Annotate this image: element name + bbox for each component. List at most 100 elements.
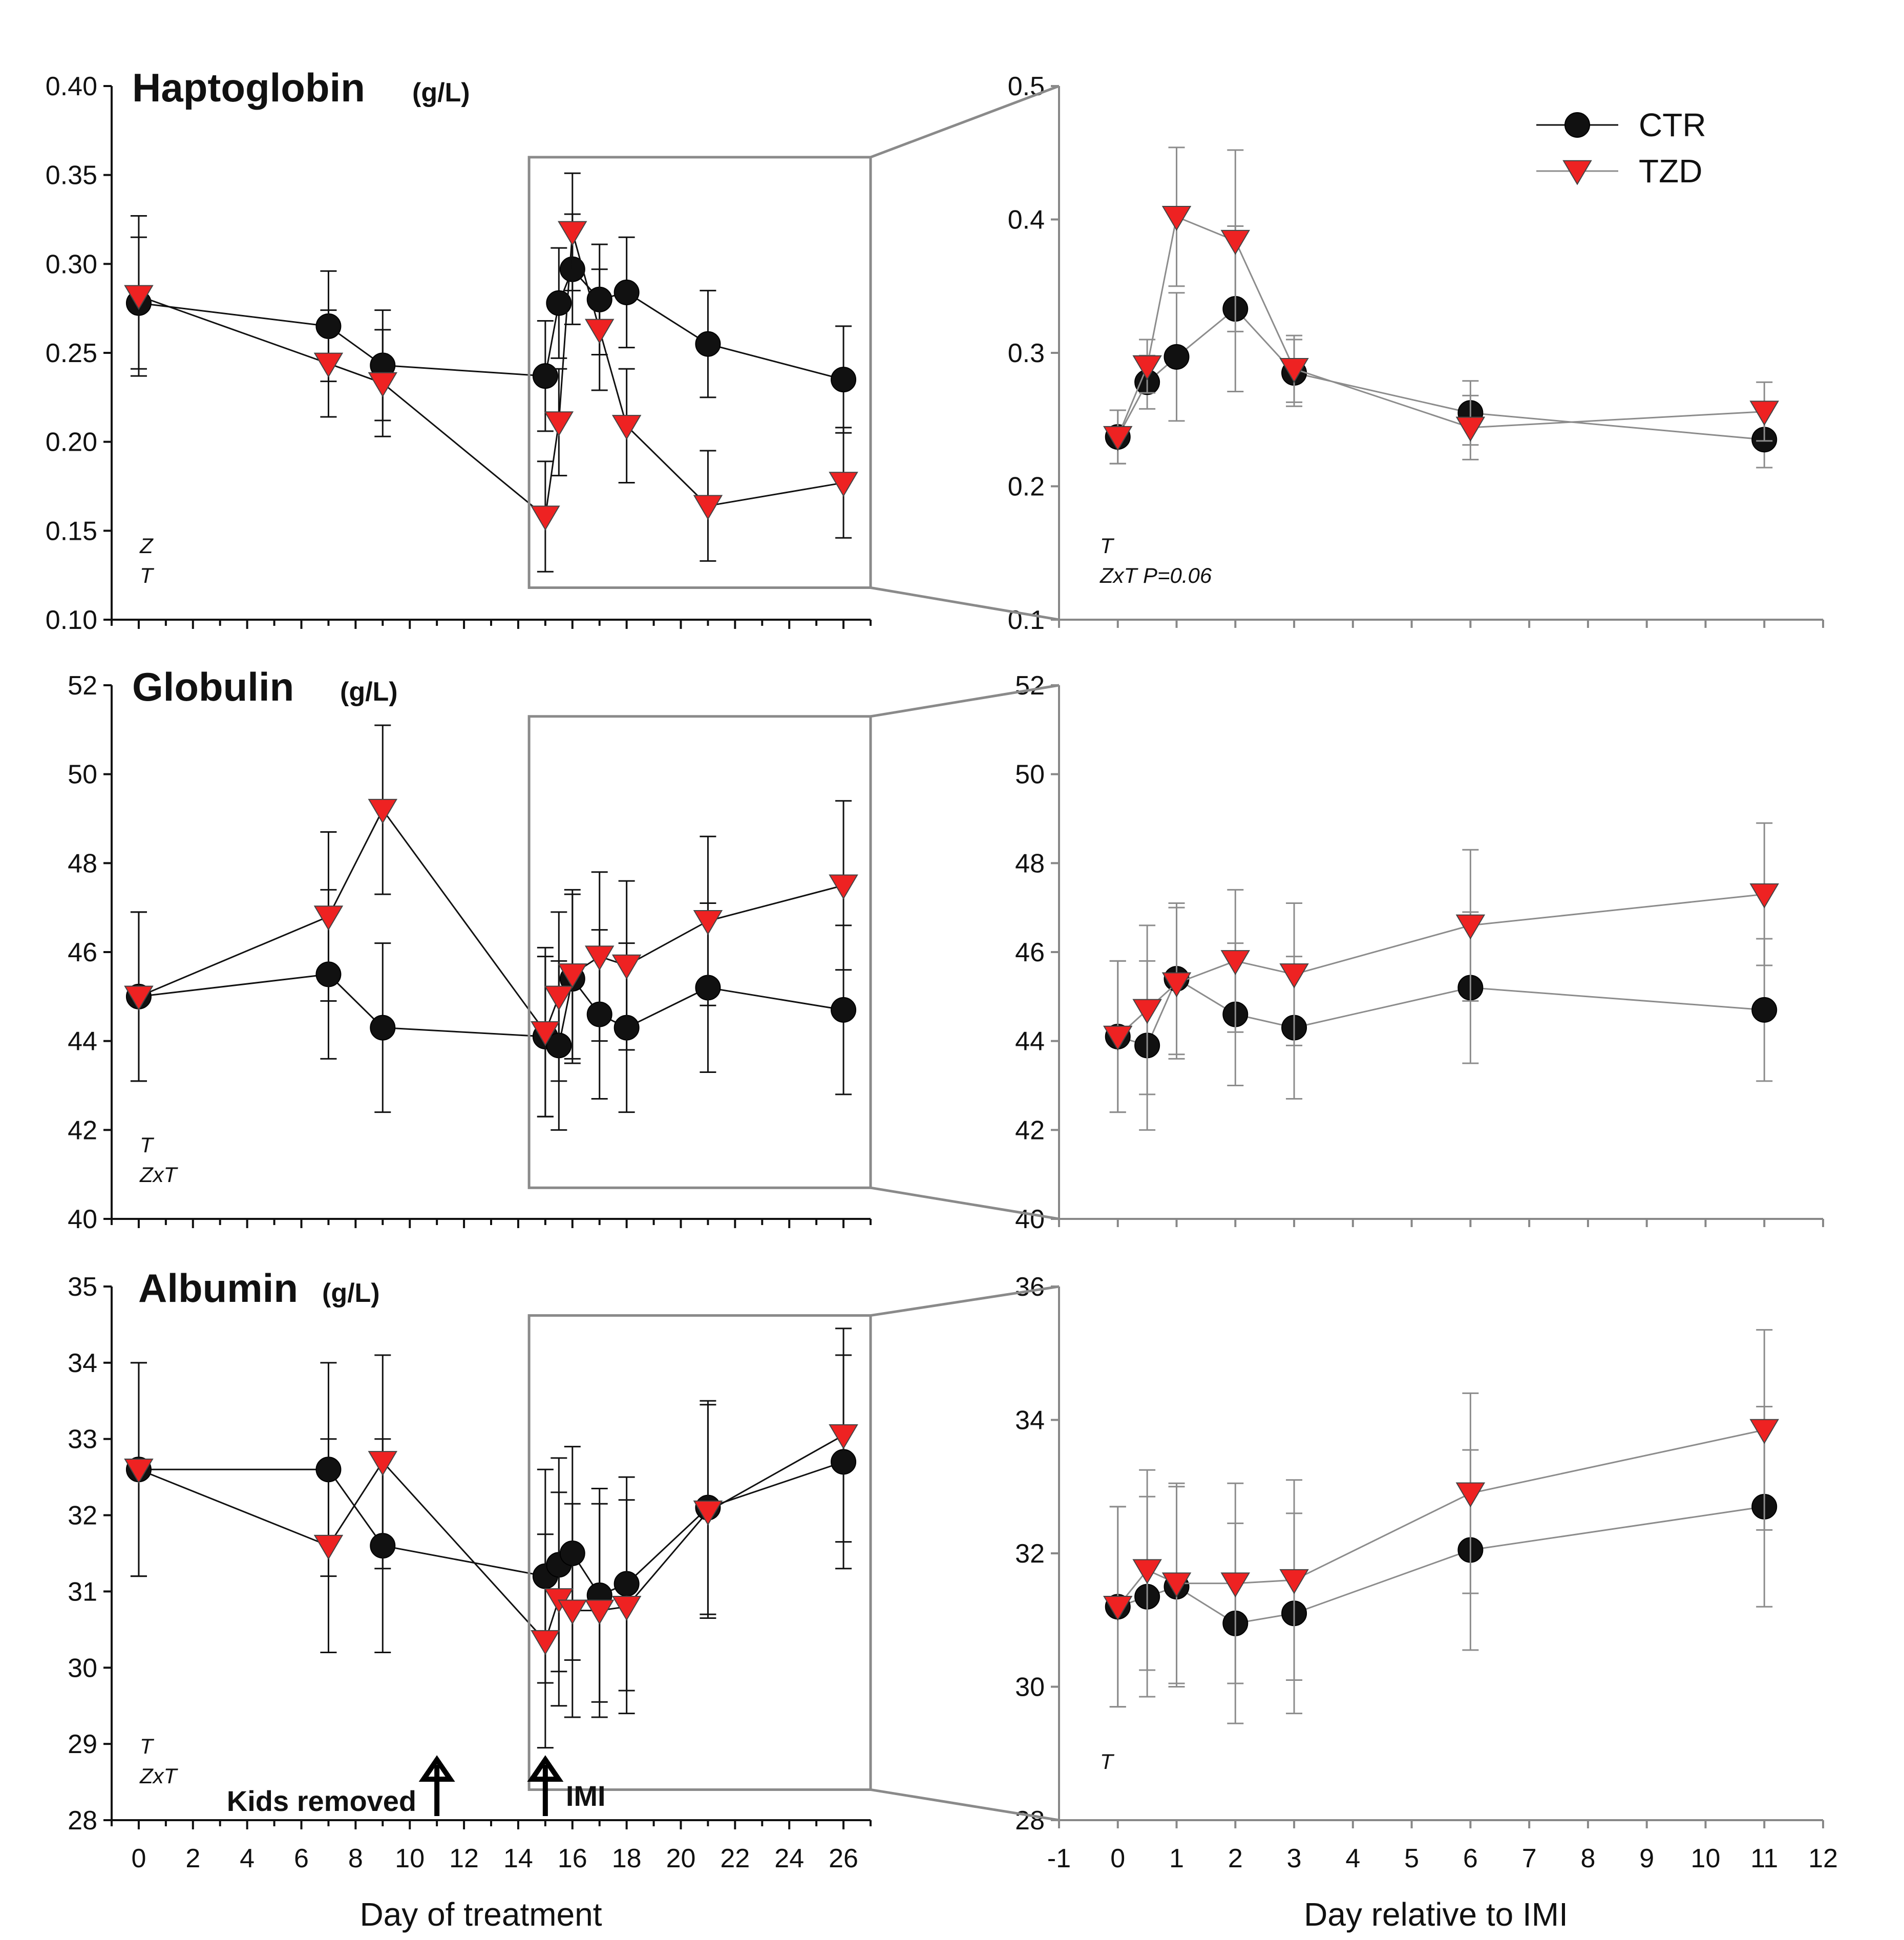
y-tick-label: 35 — [68, 1272, 97, 1302]
y-tick-label: 44 — [68, 1027, 97, 1057]
tzd-point — [1455, 1482, 1486, 1508]
ctr-point — [370, 1015, 396, 1041]
panel-title: Globulin — [132, 664, 294, 709]
ctr-series-line — [1117, 1506, 1765, 1625]
y-tick-label: 50 — [68, 760, 97, 790]
y-tick-label: 44 — [1015, 1027, 1045, 1057]
y-tick-label: 0.10 — [46, 605, 97, 635]
x-tick-label: 26 — [829, 1844, 858, 1873]
x-axis-title-right: Day relative to IMI — [1304, 1896, 1568, 1933]
significance-note: Z — [139, 534, 154, 558]
y-tick-label: 46 — [1015, 938, 1045, 967]
y-tick-label: 33 — [68, 1425, 97, 1454]
event-annotations: Kids removed IMI — [227, 1755, 606, 1817]
x-tick-label: 4 — [1345, 1844, 1360, 1873]
tzd-point — [531, 505, 560, 531]
x-tick-label: 4 — [240, 1844, 255, 1873]
tzd-point — [1103, 1595, 1133, 1621]
tzd-point — [1220, 229, 1251, 255]
y-tick-label: 0.2 — [1008, 472, 1045, 502]
y-tick-label: 30 — [68, 1653, 97, 1683]
y-tick-label: 32 — [1015, 1539, 1045, 1569]
tzd-point — [829, 874, 858, 900]
y-tick-label: 48 — [68, 849, 97, 878]
tzd-point — [1279, 1569, 1309, 1594]
legend-ctr-marker — [1564, 112, 1590, 138]
alb-zoom-box — [527, 1285, 1060, 1822]
tzd-point — [558, 963, 587, 989]
tzd-point — [1749, 883, 1779, 909]
tzd-point — [531, 1630, 560, 1655]
ctr-point — [546, 290, 572, 316]
y-tick-label: 28 — [1015, 1806, 1045, 1836]
tzd-point — [1103, 426, 1133, 451]
tzd-series-line — [138, 231, 844, 518]
x-tick-label: 8 — [1580, 1844, 1595, 1873]
y-tick-label: 0.40 — [46, 72, 97, 101]
tzd-point — [1161, 1572, 1192, 1598]
x-tick-label: 2 — [1228, 1844, 1243, 1873]
tzd-point — [1279, 963, 1309, 989]
panel-unit: (g/L) — [340, 677, 398, 707]
tzd-point — [693, 495, 723, 520]
ctr-point — [695, 331, 721, 357]
x-tick-label: 5 — [1404, 1844, 1419, 1873]
tzd-point — [611, 1595, 642, 1621]
zoom-connector-top — [870, 85, 1060, 159]
tzd-point — [829, 472, 858, 497]
y-tick-label: 0.15 — [46, 516, 97, 546]
glob-right-panel: 40 42 44 46 48 50 52 — [1015, 671, 1824, 1234]
kids-removed-label: Kids removed — [227, 1785, 416, 1817]
zoom-connector-top — [870, 1285, 1060, 1317]
tzd-point — [558, 221, 587, 246]
x-tick-label: 20 — [666, 1844, 696, 1873]
tzd-point — [1161, 206, 1192, 231]
ctr-series-line — [1117, 977, 1765, 1047]
tzd-point — [1220, 950, 1251, 975]
tzd-point — [693, 910, 723, 935]
y-tick-label: 46 — [68, 938, 97, 967]
tzd-point — [1132, 999, 1162, 1024]
legend-tzd-label: TZD — [1639, 153, 1702, 189]
tzd-point — [1161, 972, 1192, 998]
tzd-point — [558, 1599, 587, 1625]
ctr-point — [532, 363, 558, 389]
x-tick-label: 22 — [720, 1844, 750, 1873]
tzd-point — [368, 372, 398, 397]
x-tick-label: 7 — [1522, 1844, 1537, 1873]
x-tick-label: 14 — [503, 1844, 533, 1873]
x-tick-label: 24 — [774, 1844, 804, 1873]
tzd-point — [1132, 1559, 1162, 1585]
y-tick-label: 42 — [1015, 1115, 1045, 1145]
ctr-point — [1751, 997, 1778, 1023]
y-tick-label: 0.1 — [1008, 605, 1045, 635]
tzd-point — [544, 985, 574, 1011]
tzd-series-line — [1117, 893, 1765, 1038]
y-tick-label: 48 — [1015, 849, 1045, 878]
y-tick-label: 34 — [68, 1348, 97, 1378]
y-tick-label: 0.5 — [1008, 72, 1045, 101]
ctr-point — [1163, 344, 1190, 370]
tzd-series-line — [138, 1434, 844, 1643]
tzd-point — [1279, 358, 1309, 383]
tzd-point — [1455, 416, 1486, 442]
panel-title: Haptoglobin — [132, 65, 365, 110]
y-tick-label: 0.20 — [46, 428, 97, 457]
x-axis-title-left: Day of treatment — [359, 1896, 602, 1933]
tzd-point — [313, 905, 344, 931]
x-tick-label: 8 — [348, 1844, 363, 1873]
x-tick-label: 1 — [1169, 1844, 1184, 1873]
x-tick-label: 3 — [1287, 1844, 1302, 1873]
y-tick-label: 52 — [1015, 671, 1045, 701]
panel-unit: (g/L) — [322, 1278, 380, 1308]
tzd-point — [611, 954, 642, 980]
zoom-connector-bottom — [870, 1186, 1060, 1220]
y-tick-label: 40 — [68, 1205, 97, 1234]
tzd-point — [1749, 400, 1779, 426]
glob-left-panel: 40 42 44 46 48 50 52 T ZxT — [68, 671, 872, 1234]
y-tick-label: 0.30 — [46, 249, 97, 279]
tzd-point — [611, 415, 642, 440]
hapto-zoom-box — [527, 85, 1060, 621]
panel-unit: (g/L) — [412, 78, 470, 108]
